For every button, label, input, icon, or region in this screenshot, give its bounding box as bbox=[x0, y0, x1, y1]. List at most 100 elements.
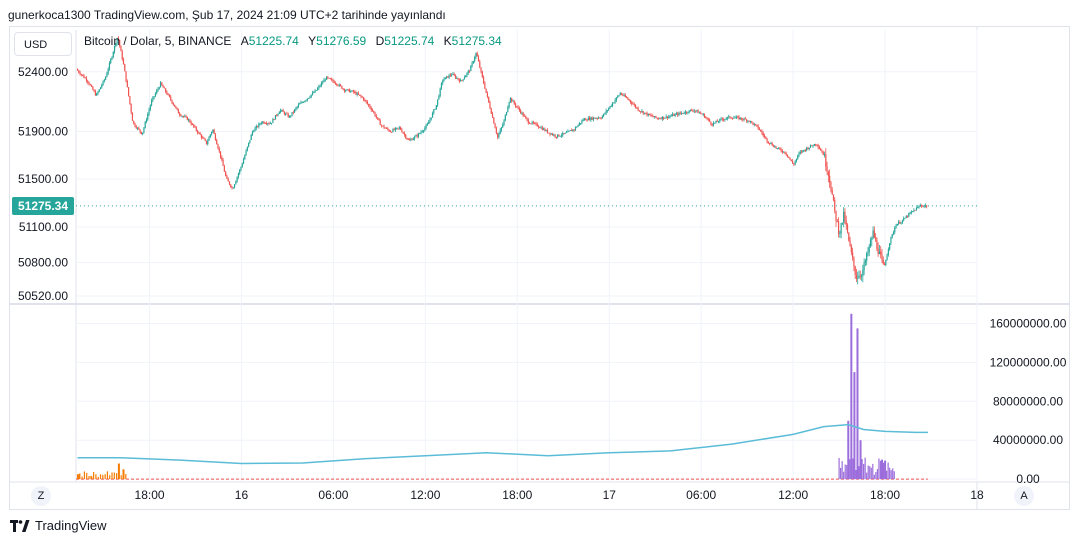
candle-body bbox=[576, 126, 578, 128]
candle-body bbox=[147, 114, 149, 120]
candle-body bbox=[228, 181, 231, 185]
candle-body bbox=[225, 171, 227, 176]
candle-body bbox=[539, 127, 541, 128]
candle-body bbox=[523, 115, 526, 117]
volume-bar bbox=[850, 470, 852, 480]
candle-body bbox=[420, 131, 422, 134]
volume-bar bbox=[884, 461, 886, 480]
candle-body bbox=[849, 240, 851, 246]
candle-body bbox=[129, 96, 131, 104]
candle-body bbox=[781, 151, 783, 153]
candle-body bbox=[848, 232, 850, 241]
high-value: 51276.59 bbox=[316, 34, 367, 48]
candle-body bbox=[286, 113, 288, 115]
candle-body bbox=[707, 118, 709, 120]
candle-body bbox=[668, 116, 670, 118]
candle-body bbox=[881, 254, 883, 260]
published-info: gunerkoca1300 TradingView.com, Şub 17, 2… bbox=[8, 8, 446, 22]
candle-body bbox=[725, 118, 727, 120]
candle-body bbox=[686, 111, 688, 113]
candle-body bbox=[822, 152, 824, 155]
candle-body bbox=[308, 97, 310, 99]
candle-body bbox=[79, 72, 81, 75]
x-tick-label: 18:00 bbox=[870, 488, 900, 502]
candle-body bbox=[480, 67, 482, 72]
candle-body bbox=[774, 146, 776, 148]
candle-body bbox=[876, 239, 878, 249]
candle-body bbox=[304, 100, 306, 103]
candle-body bbox=[295, 107, 297, 110]
low-label: D bbox=[375, 34, 385, 48]
candle-body bbox=[567, 131, 569, 133]
candle-body bbox=[663, 116, 665, 119]
volume-bar bbox=[838, 457, 840, 480]
candle-body bbox=[119, 39, 121, 46]
candle-body bbox=[336, 83, 338, 85]
candle-body bbox=[355, 92, 357, 95]
candle-body bbox=[385, 128, 388, 129]
volume-bar bbox=[882, 462, 885, 480]
candle-body bbox=[105, 77, 107, 80]
volume-bar bbox=[843, 471, 845, 480]
candle-body bbox=[138, 127, 140, 130]
volume-tick-label: 40000000.00 bbox=[993, 433, 1063, 447]
candle-body bbox=[345, 90, 347, 92]
currency-button[interactable]: USD bbox=[14, 32, 72, 56]
candle-body bbox=[809, 145, 812, 148]
candle-body bbox=[433, 109, 435, 113]
candle-body bbox=[574, 127, 577, 130]
candle-body bbox=[254, 128, 256, 132]
candle-body bbox=[325, 76, 328, 80]
volume-bar bbox=[863, 463, 865, 480]
candle-body bbox=[476, 53, 478, 57]
candle-body bbox=[889, 243, 891, 250]
candle-body bbox=[711, 123, 713, 126]
candle-body bbox=[514, 103, 517, 107]
volume-bar bbox=[106, 471, 109, 480]
candle-body bbox=[859, 275, 861, 277]
candle-body bbox=[88, 82, 90, 85]
candle-body bbox=[448, 75, 450, 78]
candle-body bbox=[873, 230, 875, 238]
candle-body bbox=[924, 205, 927, 207]
candle-body bbox=[189, 119, 191, 123]
close-value: 51275.34 bbox=[451, 34, 502, 48]
candle-body bbox=[508, 102, 510, 108]
open-value: 51225.74 bbox=[248, 34, 299, 48]
candle-body bbox=[495, 128, 497, 134]
candle-body bbox=[723, 119, 725, 121]
candle-body bbox=[408, 139, 411, 141]
x-tick-label: 18:00 bbox=[135, 488, 165, 502]
candle-body bbox=[670, 115, 672, 117]
candle-body bbox=[198, 132, 200, 134]
volume-bar bbox=[111, 472, 113, 480]
candle-body bbox=[714, 122, 716, 124]
candle-body bbox=[259, 123, 261, 125]
candle-body bbox=[80, 74, 82, 76]
candle-body bbox=[171, 99, 173, 103]
candle-body bbox=[588, 117, 591, 120]
candle-body bbox=[721, 118, 723, 120]
candle-body bbox=[350, 91, 352, 93]
candle-body bbox=[692, 110, 694, 112]
candle-body bbox=[364, 99, 366, 101]
candle-body bbox=[145, 119, 148, 122]
candle-body bbox=[641, 111, 643, 112]
candle-body bbox=[467, 70, 469, 73]
candle-body bbox=[846, 224, 849, 233]
candle-body bbox=[564, 132, 566, 134]
candle-body bbox=[597, 117, 600, 119]
candle-body bbox=[840, 223, 842, 234]
candle-body bbox=[351, 90, 353, 92]
candle-body bbox=[231, 187, 233, 188]
candle-body bbox=[661, 116, 663, 120]
candle-body bbox=[502, 124, 504, 128]
auto-scale-button[interactable]: A bbox=[1014, 486, 1034, 506]
candle-body bbox=[405, 134, 407, 138]
candle-body bbox=[84, 77, 86, 79]
candle-body bbox=[559, 135, 561, 137]
scale-z-button[interactable]: Z bbox=[31, 486, 51, 506]
candle-body bbox=[868, 246, 870, 253]
candle-body bbox=[362, 97, 365, 100]
